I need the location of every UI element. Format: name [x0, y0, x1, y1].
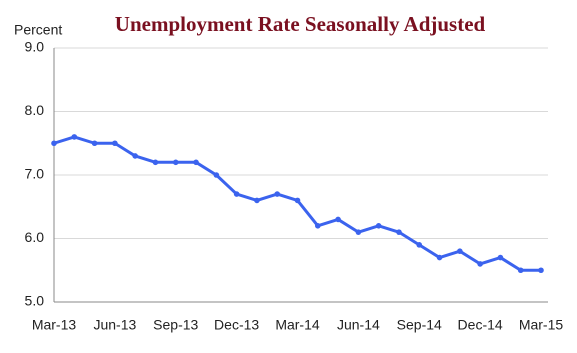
data-point	[335, 216, 341, 223]
x-tick-label: Mar-15	[519, 317, 564, 333]
data-point	[538, 267, 544, 274]
data-point	[396, 229, 402, 235]
data-point	[355, 229, 362, 235]
series-line	[53, 135, 541, 272]
data-point	[193, 159, 199, 166]
y-tick-label: 7.0	[25, 166, 45, 182]
x-tick-label: Sep-13	[153, 317, 198, 333]
data-point	[517, 267, 524, 274]
data-point	[375, 223, 382, 229]
data-point	[497, 254, 504, 261]
x-tick-label: Dec-13	[214, 317, 259, 333]
data-point	[314, 223, 321, 229]
data-point	[233, 191, 240, 197]
data-point	[51, 140, 57, 147]
x-tick-label: Jun-13	[93, 317, 136, 333]
y-tick-label: 9.0	[25, 39, 45, 55]
x-tick-label: Mar-14	[275, 317, 320, 333]
data-point	[213, 172, 220, 178]
data-point	[152, 159, 159, 166]
data-point	[91, 140, 98, 147]
y-tick-label: 6.0	[25, 229, 45, 245]
data-point	[294, 197, 301, 204]
x-tick-label: Sep-14	[397, 317, 442, 333]
y-tick-label: 5.0	[25, 293, 45, 309]
chart-title: Unemployment Rate Seasonally Adjusted	[115, 12, 486, 36]
x-tick-label: Dec-14	[458, 317, 503, 333]
data-point	[254, 197, 260, 204]
data-point	[112, 140, 118, 147]
x-tick-label: Mar-13	[32, 317, 77, 333]
data-point	[274, 191, 281, 197]
data-point	[416, 242, 423, 248]
data-point	[457, 248, 463, 254]
y-axis-label: Percent	[14, 22, 62, 38]
data-point	[71, 134, 78, 140]
data-point	[172, 159, 179, 166]
data-point	[132, 153, 138, 159]
y-tick-label: 8.0	[25, 102, 45, 118]
x-tick-label: Jun-14	[337, 317, 380, 333]
data-point	[436, 254, 443, 261]
data-point	[477, 261, 483, 267]
